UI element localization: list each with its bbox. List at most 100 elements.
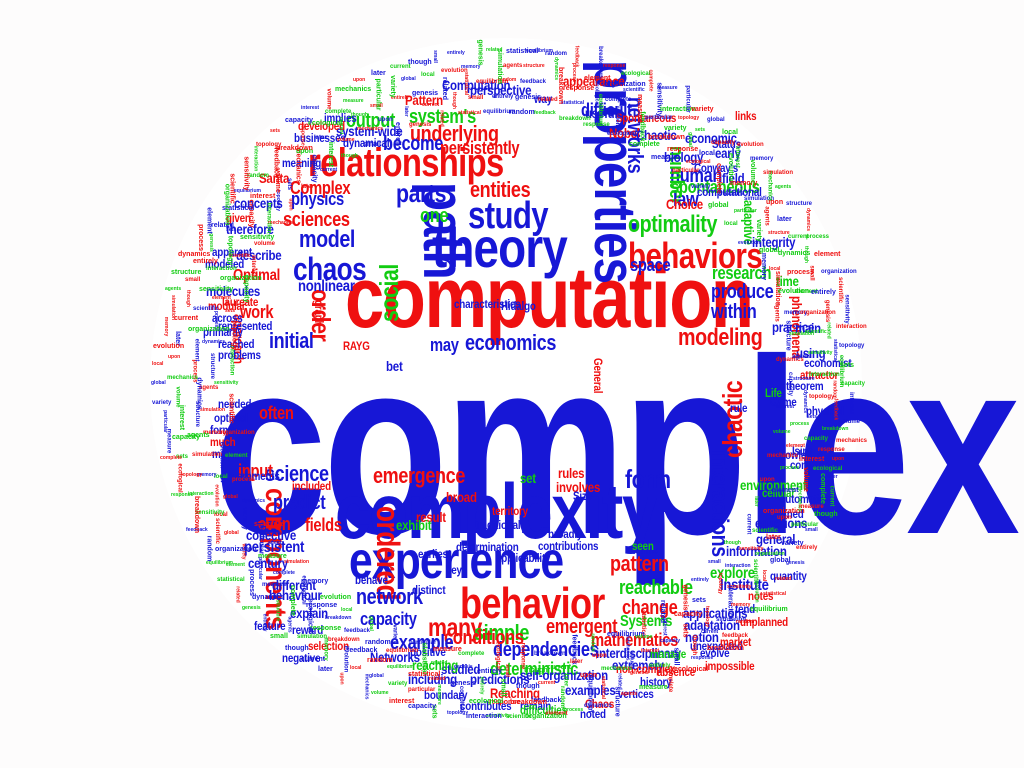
cloud-word-small: current (828, 485, 835, 507)
cloud-word: social (374, 264, 404, 322)
cloud-word-small: measure (651, 154, 680, 161)
cloud-word-small: organization (763, 508, 805, 515)
cloud-word: studied (441, 661, 481, 677)
cloud-word: modeling (678, 324, 763, 351)
cloud-word-small: sets (807, 414, 818, 420)
cloud-word-small: element (545, 711, 568, 717)
cloud-word-small: memory (197, 472, 217, 478)
cloud-word-small: upon (760, 477, 775, 483)
cloud-word: non-complex (616, 662, 676, 676)
cloud-word-small: statistical (458, 110, 482, 116)
cloud-word-small: sensitivity (808, 350, 833, 356)
cloud-word-small: local (769, 266, 781, 272)
cloud-word-small: related (775, 576, 792, 582)
cloud-word: mathematics (591, 630, 678, 650)
cloud-word-small: process (232, 477, 256, 483)
cloud-word-small: organization (755, 551, 785, 557)
cloud-word: reaching (412, 657, 459, 673)
cloud-word-small: dynamics (553, 56, 560, 81)
cloud-word-small: though (285, 645, 309, 652)
cloud-word: RAYG (343, 339, 370, 353)
cloud-word-small: topology (256, 142, 282, 148)
cloud-word-small: simulation (192, 452, 223, 458)
cloud-word: dynamical (343, 136, 390, 150)
cloud-word: contributions (538, 539, 599, 553)
cloud-word: emergence (373, 463, 466, 488)
cloud-word-small: simulation (496, 48, 504, 85)
cloud-word-small: statistical (561, 100, 585, 106)
cloud-word-small: simulation (716, 617, 747, 623)
cloud-word: initial (269, 328, 314, 353)
cloud-word-small: entirely (391, 95, 409, 101)
cloud-word: one (420, 205, 449, 227)
cloud-word: integrity (752, 234, 796, 250)
cloud-word: seen (632, 539, 654, 553)
cloud-word-small: organization (219, 430, 255, 436)
cloud-word-small: small (270, 633, 288, 640)
cloud-word-small: related (234, 586, 241, 603)
cloud-word: Complex (290, 178, 351, 198)
cloud-word: result (416, 509, 446, 525)
cloud-word-small: genesis (786, 560, 805, 566)
cloud-word: deterministic (490, 659, 579, 679)
cloud-word-small: local (421, 72, 435, 78)
cloud-word: notes (748, 589, 774, 603)
cloud-word-small: structure (613, 686, 621, 717)
cloud-word: law (673, 189, 699, 211)
cloud-word-small: interest (799, 456, 825, 463)
cloud-word: chaos (293, 251, 367, 287)
cloud-word-small: topology (226, 235, 234, 266)
cloud-word-small: dynamics (805, 207, 812, 232)
cloud-word: study (468, 195, 549, 237)
cloud-word-small: local (724, 221, 738, 227)
cloud-word: involves (556, 479, 601, 495)
cloud-word-small: local (699, 150, 715, 157)
cloud-word: broad (446, 489, 477, 505)
cloud-word-small: genesis (824, 299, 831, 323)
cloud-word-small: small (468, 95, 484, 101)
cloud-word-small: capacity (285, 117, 314, 124)
cloud-word-small: global (369, 673, 384, 679)
cloud-word-small: current (547, 664, 572, 671)
cloud-word-small: current (538, 680, 556, 686)
cloud-word-small: breakdown (648, 134, 685, 141)
cloud-word: examples (565, 682, 616, 698)
cloud-word: environment (740, 477, 807, 493)
cloud-word-small: structure (768, 230, 790, 236)
cloud-word-small: complete (714, 163, 722, 194)
cloud-word-small: organization (188, 326, 230, 333)
cloud-word-small: random (205, 535, 213, 562)
cloud-word-small: upon (287, 198, 294, 211)
cloud-word: economist (804, 356, 852, 370)
cloud-word: market (720, 635, 752, 649)
cloud-word: Spontaneous (616, 111, 677, 125)
cloud-word-small: interest (250, 193, 276, 200)
cloud-word-small: element (212, 295, 231, 301)
cloud-word: research (712, 263, 772, 283)
cloud-word-small: evolution (738, 240, 761, 246)
cloud-word: computation (345, 250, 754, 346)
cloud-word-small: sets (226, 227, 237, 233)
cloud-word-small: agents (773, 302, 780, 322)
cloud-word: general (756, 531, 796, 547)
cloud-word: underlying (410, 121, 499, 146)
cloud-word: reachable (619, 577, 693, 599)
cloud-word: included (292, 479, 331, 493)
cloud-word-small: current (701, 629, 719, 635)
cloud-word-small: though (724, 540, 741, 546)
cloud-word-small: process (247, 569, 255, 596)
cloud-word: Systems (620, 613, 673, 630)
cloud-word: system's (409, 106, 476, 128)
cloud-word-small: upon (296, 148, 314, 155)
cloud-word: Networks (370, 649, 420, 665)
cloud-word-small: complete (629, 141, 660, 148)
cloud-word-small: particular (791, 522, 819, 528)
cloud-word-small: particular (408, 687, 436, 693)
cloud-word-small: though (351, 112, 368, 118)
cloud-word-small: element (795, 289, 818, 295)
cloud-word-small: later (562, 673, 569, 687)
cloud-word-small: current (422, 102, 440, 108)
cloud-word-small: response (667, 146, 699, 153)
cloud-word-small: ecological (469, 698, 504, 705)
cloud-word: computers (790, 458, 839, 472)
